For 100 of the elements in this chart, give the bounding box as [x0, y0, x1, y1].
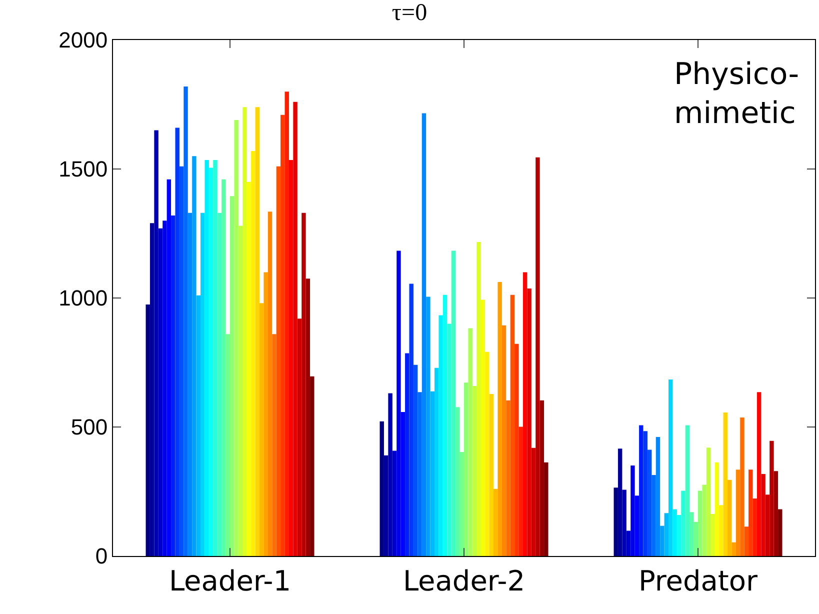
bar — [634, 496, 640, 556]
bar — [618, 448, 622, 556]
bar — [485, 352, 490, 556]
bar — [719, 505, 724, 556]
bar — [226, 334, 230, 556]
bar — [668, 380, 673, 556]
bar — [280, 114, 285, 556]
bar — [422, 113, 426, 556]
y-tick-label: 1500 — [58, 156, 108, 182]
bar — [388, 393, 392, 556]
bar — [175, 128, 180, 556]
bar — [276, 166, 281, 556]
bar — [472, 386, 477, 556]
bar — [736, 470, 740, 556]
bar — [778, 509, 782, 556]
bar — [643, 431, 648, 556]
bar — [531, 448, 536, 556]
bar — [293, 102, 298, 556]
bar — [400, 412, 406, 556]
bar — [630, 465, 635, 556]
bar — [656, 437, 660, 556]
bar — [740, 417, 744, 556]
bar — [438, 315, 443, 556]
bar — [756, 392, 762, 556]
y-tick-label: 0 — [95, 544, 108, 569]
bar — [752, 498, 757, 556]
bar — [246, 182, 252, 556]
bar — [259, 303, 264, 556]
bar — [493, 488, 498, 556]
bar — [498, 282, 502, 556]
bar — [451, 250, 456, 556]
bar — [238, 226, 243, 556]
bar — [146, 304, 150, 556]
bar — [502, 325, 506, 556]
bar — [622, 490, 626, 556]
bar — [162, 220, 167, 556]
bar — [685, 425, 690, 556]
bar — [522, 272, 528, 556]
bar — [732, 542, 736, 556]
bar — [166, 179, 172, 556]
bar — [639, 425, 644, 556]
chart-title: τ=0 — [392, 0, 428, 26]
bar — [456, 407, 460, 556]
y-tick-label: 1000 — [58, 286, 108, 311]
bar — [442, 294, 448, 556]
bar — [447, 324, 452, 556]
bar — [690, 512, 694, 556]
bar — [413, 364, 418, 556]
bar — [192, 156, 196, 556]
bar — [409, 284, 414, 556]
bar — [770, 440, 774, 556]
bar — [468, 328, 472, 556]
bar — [480, 300, 486, 556]
bar — [664, 513, 669, 556]
x-tick-label: Leader-2 — [402, 564, 526, 598]
bar — [698, 490, 702, 556]
bar — [158, 228, 163, 556]
bar — [774, 471, 778, 556]
bar — [727, 480, 732, 556]
bar — [660, 526, 664, 556]
bar — [434, 368, 439, 556]
bar — [714, 462, 720, 556]
bar — [430, 391, 435, 556]
bar — [510, 294, 515, 556]
bar — [171, 215, 176, 556]
bar — [626, 530, 631, 556]
bar — [196, 295, 201, 556]
bar — [514, 344, 519, 556]
bar — [302, 212, 306, 556]
x-tick-label: Leader-1 — [168, 564, 292, 598]
x-tick-label: Predator — [638, 564, 758, 598]
bar — [150, 223, 154, 556]
bar — [527, 288, 532, 556]
bar — [217, 212, 222, 556]
bar — [761, 474, 766, 556]
bar — [744, 526, 749, 556]
bar — [179, 166, 184, 556]
bar — [230, 196, 234, 556]
bar — [306, 278, 310, 556]
bar — [268, 212, 272, 556]
bar — [426, 296, 430, 556]
bar — [234, 120, 238, 556]
bar — [255, 107, 260, 556]
bar — [540, 400, 544, 556]
bar — [272, 334, 276, 556]
bar — [489, 394, 494, 556]
bar — [405, 353, 410, 556]
bar — [681, 490, 686, 556]
annotation: Physico- mimetic — [674, 57, 800, 131]
bar — [506, 400, 510, 556]
bar — [264, 272, 268, 556]
bar — [723, 412, 728, 556]
y-tick-label: 2000 — [58, 28, 108, 53]
bar — [702, 484, 706, 556]
bar — [288, 160, 294, 556]
bar — [380, 421, 384, 556]
bar — [396, 250, 401, 556]
bar — [536, 157, 540, 556]
bar — [672, 509, 677, 556]
bar — [418, 392, 422, 556]
